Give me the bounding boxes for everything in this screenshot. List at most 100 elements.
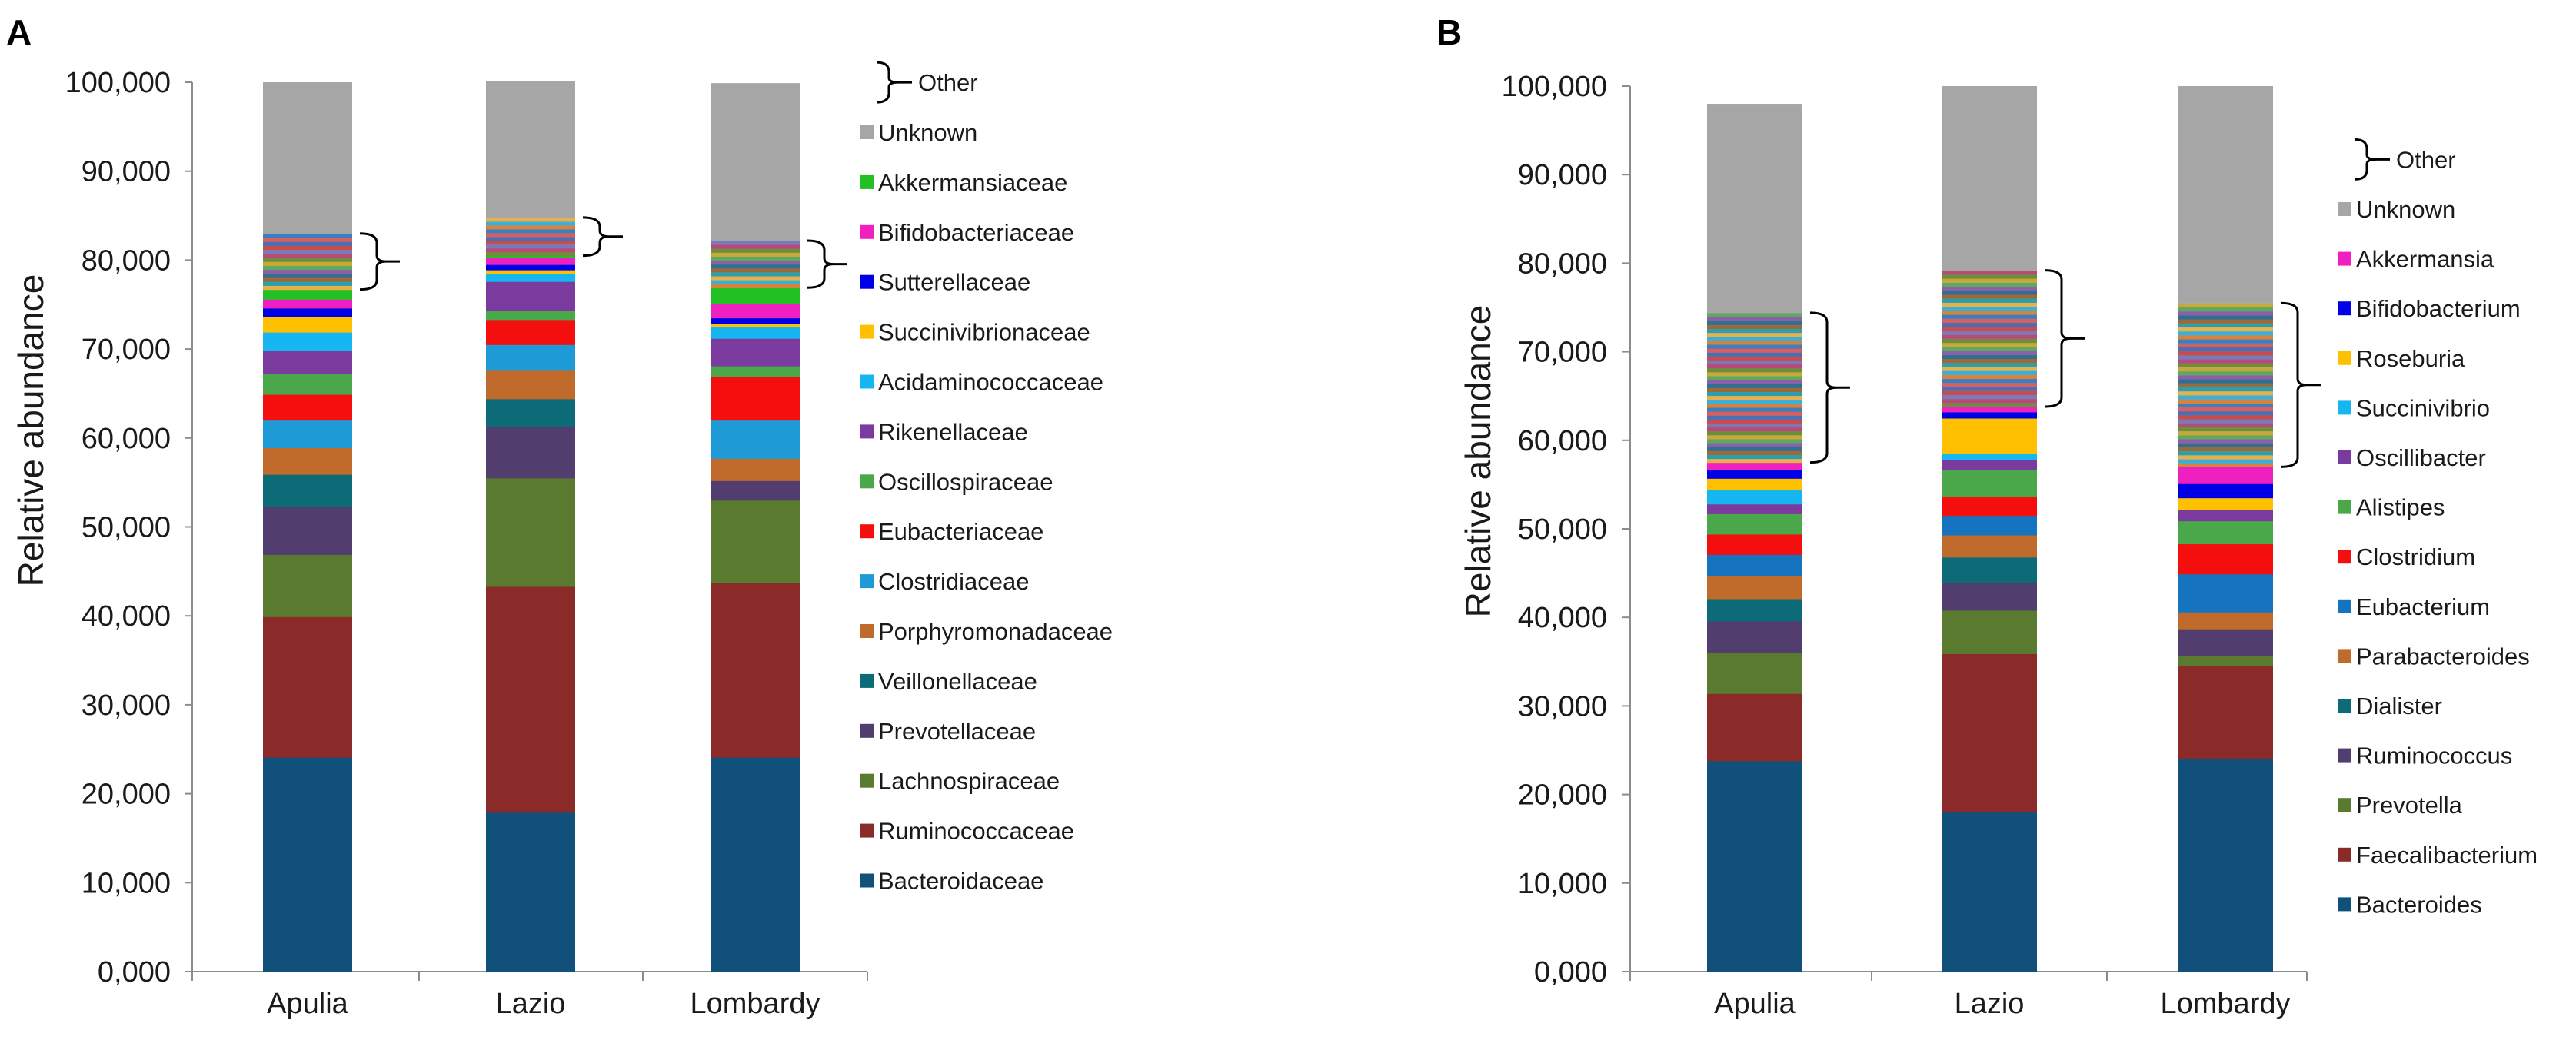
bar-segment-other-band [1942,334,2037,339]
bar-segment-other-band [1942,278,2037,283]
bar-segment-other-band [2178,351,2273,356]
panel-a-bars [263,81,800,972]
bar-segment-other-band [711,275,800,281]
bar-segment-rikenellaceae [263,351,352,374]
bar-segment-other-band [1942,294,2037,299]
bar-segment-other-band [486,228,575,234]
x-category-label: Lazio [1955,988,2025,1020]
bar-segment-other-band [711,264,800,269]
x-category-label: Lazio [496,988,566,1020]
legend-swatch [2338,897,2351,912]
bar-segment-other-band [1707,427,1802,432]
y-tick-label: 100,000 [1502,71,1607,103]
bar-segment-other-band [1942,270,2037,275]
bar-segment-oscillibacter [2178,509,2273,522]
panel-a-label: A [6,12,32,52]
bar-segment-oscillospiraceae [486,311,575,321]
bar-segment-other-band [2178,394,2273,400]
legend-swatch [860,773,874,788]
legend-swatch [860,474,874,489]
bar-segment-other-band [2178,327,2273,332]
bar-segment-clostridium [2178,543,2273,575]
bar-segment-rikenellaceae [486,281,575,311]
bar-segment-other-band [711,248,800,253]
legend-swatch [2338,699,2351,713]
bar-segment-other-band [1942,306,2037,311]
bar-segment-other-band [711,244,800,249]
bar-segment-rikenellaceae [711,338,800,367]
bar-segment-other-band [1707,312,1802,317]
bar-segment-other-band [1942,358,2037,364]
bar-segment-ruminococcaceae [711,583,800,758]
bar-segment-other-band [263,261,352,266]
bar-segment-other-band [1942,342,2037,347]
bar-segment-other-band [1707,430,1802,436]
legend-label: Parabacteroides [2356,643,2530,670]
y-tick-label: 0,000 [1534,956,1607,988]
bar-segment-other-band [1707,384,1802,388]
y-tick-label: 20,000 [82,779,171,811]
bar-segment-oscillibacter [1707,503,1802,514]
bar-segment-other-band [1707,328,1802,334]
legend-label: Other [918,69,978,96]
panel-b-y-axis-label: Relative abundance [1458,305,1498,618]
bar-segment-prevotellaceae [263,506,352,555]
legend-label: Unknown [878,119,977,146]
bar-segment-other-band [2178,398,2273,404]
bar-segment-other-band [263,277,352,282]
bar-segment-bacteroides [1942,812,2037,972]
bar-segment-other-band [2178,319,2273,324]
panel-a: A Relative abundance 0,000 10,000 20,000 30… [6,12,1113,1020]
bar-segment-bacteroidaceae [711,757,800,972]
bar-segment-dialister [1707,599,1802,622]
legend-label: Prevotella [2356,792,2463,819]
bar-segment-parabacteroides [2178,612,2273,630]
bar-segment-succinivibrionaceae [486,270,575,274]
y-tick-label: 80,000 [82,244,171,277]
bar-segment-prevotella [2178,655,2273,667]
bar-segment-porphyromonadaceae [711,458,800,481]
bar-segment-other-band [2178,458,2273,464]
legend-swatch [2338,351,2351,365]
bar-segment-other-band [486,240,575,245]
other-brace [2280,301,2321,468]
bar-segment-other-band [263,265,352,271]
bar-segment-other-band [2178,367,2273,372]
bar-segment-other-band [1942,286,2037,291]
bar-segment-bifidobacterium [2178,483,2273,499]
bar-segment-other-band [486,236,575,241]
x-category-label: Apulia [1714,988,1796,1020]
bar-segment-other-band [1942,382,2037,387]
legend-label: Akkermansia [2356,246,2494,273]
bar-segment-other-band [1707,454,1802,460]
bar-segment-other-band [1942,378,2037,384]
bar-segment-akkermansiaceae [711,287,800,304]
legend-label: Lachnospiraceae [878,768,1060,795]
legend-label: Faecalibacterium [2356,842,2538,869]
legend-swatch [860,125,874,139]
bar-segment-other-band [2178,307,2273,312]
bar-segment-other-band [1707,395,1802,400]
bar-segment-bacteroides [2178,759,2273,972]
bar-segment-other-band [1707,340,1802,345]
bar-segment-other-band [1942,362,2037,367]
bar-segment-other-band [486,244,575,249]
bar-segment-bifidobacterium [1942,411,2037,419]
panel-a-other-braces [359,216,847,291]
bar-segment-other-band [711,280,800,284]
bar-segment-other-band [2178,374,2273,380]
legend-other-brace [2354,138,2390,181]
legend-swatch [860,823,874,838]
bar-segment-other-band [1707,375,1802,380]
bar-segment-other-band [2178,423,2273,427]
bar-segment-parabacteroides [1707,576,1802,600]
legend-label: Bacteroidaceae [878,868,1043,895]
y-tick-label: 90,000 [82,156,171,188]
bar-segment-other-band [1942,318,2037,324]
legend-swatch [2338,202,2351,216]
bar-segment-other-band [1707,438,1802,444]
legend-swatch [860,324,874,339]
bar-segment-other-band [2178,334,2273,340]
legend-other-brace [876,61,912,104]
bar-segment-succinivibrio [1942,454,2037,460]
